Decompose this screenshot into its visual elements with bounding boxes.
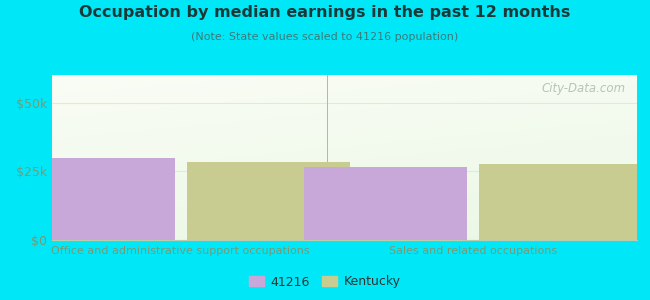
Text: Occupation by median earnings in the past 12 months: Occupation by median earnings in the pas…: [79, 4, 571, 20]
Text: (Note: State values scaled to 41216 population): (Note: State values scaled to 41216 popu…: [191, 32, 459, 41]
Bar: [479, 164, 643, 240]
Bar: [304, 167, 467, 240]
Bar: [11, 158, 175, 240]
Bar: [187, 162, 350, 240]
Legend: 41216, Kentucky: 41216, Kentucky: [246, 272, 404, 292]
Text: City-Data.com: City-Data.com: [541, 82, 625, 94]
